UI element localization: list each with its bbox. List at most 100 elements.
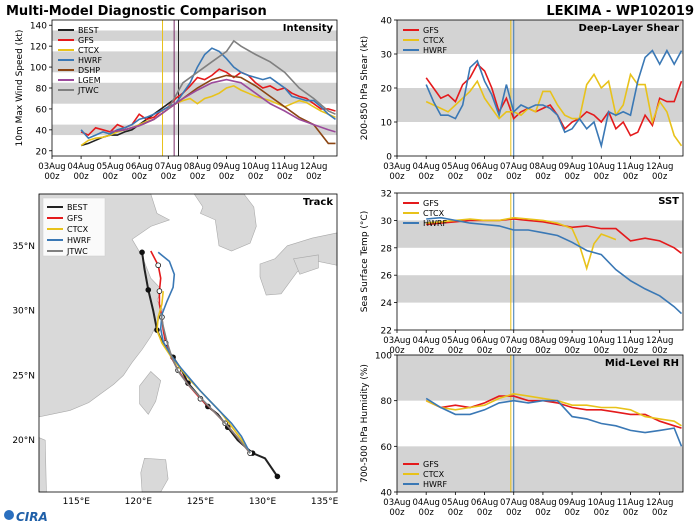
- gray-band: [397, 355, 683, 401]
- y-tick-label: 0: [386, 153, 392, 163]
- x-tick-day: 12Aug: [646, 162, 673, 172]
- x-tick-day: 05Aug: [442, 162, 469, 172]
- y-tick-label: 20: [36, 147, 48, 157]
- x-tick-hour: 00z: [623, 508, 639, 518]
- legend-label: GFS: [78, 36, 94, 45]
- x-tick-day: 07Aug: [500, 162, 527, 172]
- legend-label: GFS: [423, 460, 439, 469]
- legend-label: GFS: [67, 214, 83, 223]
- legend: BEST GFS CTCX HWRF JTWC: [42, 197, 106, 257]
- legend-label: CTCX: [423, 209, 445, 218]
- y-tick-label: 10: [381, 119, 393, 129]
- y-tick-label: 30: [381, 51, 393, 61]
- y-tick-label: 26: [381, 272, 393, 282]
- x-tick-day: 11Aug: [617, 498, 644, 508]
- x-tick-day: 11Aug: [617, 162, 644, 172]
- y-tick-label: 60: [36, 105, 48, 115]
- x-tick-hour: 00z: [535, 346, 551, 356]
- panel-title: Mid-Level RH: [605, 358, 679, 369]
- x-tick-hour: 00z: [535, 508, 551, 518]
- y-tick-label: 40: [381, 17, 393, 27]
- x-tick-hour: 00z: [248, 172, 264, 182]
- panel-title: SST: [658, 196, 679, 207]
- x-tick-day: 06Aug: [471, 162, 498, 172]
- series-line-hwrf: [425, 397, 683, 447]
- x-tick-day: 09Aug: [213, 162, 240, 172]
- taiwan: [139, 371, 162, 415]
- y-tick-label: 22: [381, 327, 392, 337]
- y-axis-label: Sea Surface Temp (°C): [360, 211, 370, 312]
- x-tick-hour: 00z: [535, 172, 551, 182]
- x-tick-day: 12Aug: [646, 336, 673, 346]
- gray-band: [397, 275, 683, 303]
- cira-logo: CIRA: [4, 510, 48, 524]
- panel-rh: 40608010003Aug00z04Aug00z05Aug00z06Aug00…: [360, 352, 684, 518]
- x-tick-hour: 00z: [564, 508, 580, 518]
- x-tick-hour: 00z: [477, 172, 493, 182]
- x-tick-day: 08Aug: [529, 162, 556, 172]
- x-tick-day: 04Aug: [412, 162, 439, 172]
- y-tick-label: 24: [381, 299, 393, 309]
- x-tick-day: 06Aug: [471, 336, 498, 346]
- x-tick-hour: 00z: [564, 172, 580, 182]
- x-tick-day: 03Aug: [383, 498, 410, 508]
- legend-label: CTCX: [423, 36, 445, 45]
- legend-label: LGEM: [78, 76, 101, 85]
- y-tick-label: 100: [375, 352, 392, 362]
- x-tick-day: 07Aug: [155, 162, 182, 172]
- x-tick-day: 10Aug: [588, 336, 615, 346]
- x-tick-hour: 00z: [389, 508, 405, 518]
- legend-label: HWRF: [67, 236, 91, 245]
- x-tick-hour: 00z: [448, 508, 464, 518]
- x-tick-day: 08Aug: [184, 162, 211, 172]
- x-tick-hour: 00z: [506, 172, 522, 182]
- cira-logo-icon: [4, 510, 14, 520]
- x-tick-day: 11Aug: [617, 336, 644, 346]
- x-tick-day: 07Aug: [500, 498, 527, 508]
- x-tick-hour: 00z: [448, 346, 464, 356]
- series-line-jtwc: [167, 39, 336, 115]
- x-tick-hour: 00z: [652, 508, 668, 518]
- x-tick-day: 11Aug: [271, 162, 298, 172]
- x-tick-day: 10Aug: [242, 162, 269, 172]
- lat-tick-label: 35°N: [12, 242, 35, 252]
- legend-label: CTCX: [78, 46, 100, 55]
- hainan-edge: [38, 437, 47, 493]
- lat-tick-label: 30°N: [12, 307, 35, 317]
- legend-label: JTWC: [66, 247, 88, 256]
- y-tick-label: 80: [381, 397, 393, 407]
- x-tick-day: 12Aug: [300, 162, 327, 172]
- y-tick-label: 32: [381, 190, 392, 200]
- series-line-lgem: [110, 78, 336, 133]
- x-tick-hour: 00z: [506, 508, 522, 518]
- gray-band: [52, 51, 337, 73]
- storm-id: LEKIMA - WP102019: [546, 4, 694, 19]
- x-tick-day: 09Aug: [558, 162, 585, 172]
- x-tick-day: 06Aug: [471, 498, 498, 508]
- panel-title: Intensity: [283, 23, 334, 34]
- legend-label: JTWC: [77, 86, 99, 95]
- legend-label: CTCX: [423, 470, 445, 479]
- y-tick-label: 80: [36, 85, 48, 95]
- legend-label: HWRF: [423, 46, 447, 55]
- y-tick-label: 30: [381, 217, 393, 227]
- plot-frame: [396, 354, 684, 493]
- x-tick-hour: 00z: [44, 172, 60, 182]
- x-tick-day: 08Aug: [529, 336, 556, 346]
- legend-label: BEST: [78, 26, 99, 35]
- y-tick-label: 20: [381, 85, 393, 95]
- track-point: [274, 473, 281, 480]
- x-tick-day: 12Aug: [646, 498, 673, 508]
- panel-title: Deep-Layer Shear: [579, 23, 680, 34]
- cira-logo-text: CIRA: [16, 510, 48, 524]
- y-tick-label: 28: [381, 244, 393, 254]
- legend-label: HWRF: [423, 219, 447, 228]
- x-tick-hour: 00z: [623, 346, 639, 356]
- x-tick-hour: 00z: [594, 508, 610, 518]
- panel-intensity: 2040608010012014003Aug00z04Aug00z05Aug00…: [15, 19, 338, 182]
